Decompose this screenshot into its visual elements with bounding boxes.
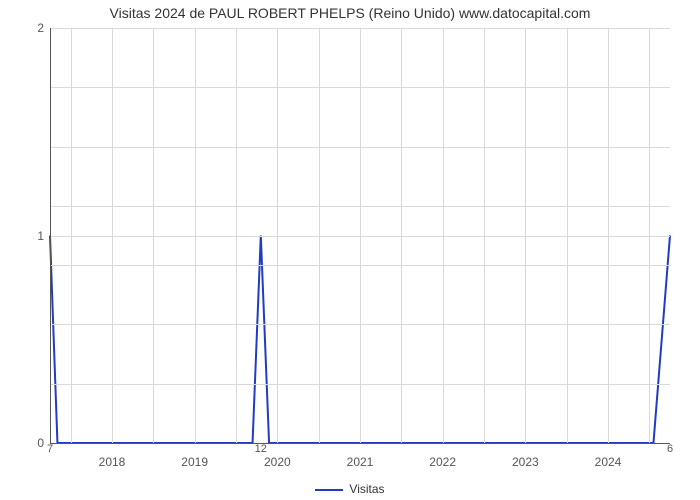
grid-line-horizontal	[50, 206, 670, 207]
legend-label: Visitas	[349, 482, 384, 496]
grid-line-horizontal	[50, 384, 670, 385]
grid-line-horizontal	[50, 265, 670, 266]
x-axis-line	[50, 443, 670, 444]
grid-line-horizontal	[50, 28, 670, 29]
x-tick-label: 2022	[429, 455, 456, 469]
y-axis-line	[50, 28, 51, 443]
grid-line-horizontal	[50, 147, 670, 148]
data-point-label: 12	[255, 443, 267, 455]
data-point-label: 7	[47, 443, 53, 455]
grid-line-horizontal	[50, 324, 670, 325]
x-tick-label: 2020	[264, 455, 291, 469]
x-tick-label: 2023	[512, 455, 539, 469]
grid-line-horizontal	[50, 236, 670, 237]
y-tick-label: 1	[37, 229, 44, 243]
x-tick-label: 2019	[181, 455, 208, 469]
x-tick-label: 2024	[595, 455, 622, 469]
chart-title: Visitas 2024 de PAUL ROBERT PHELPS (Rein…	[0, 5, 700, 21]
y-tick-label: 2	[37, 21, 44, 35]
plot-area: 01220182019202020212022202320247126	[50, 28, 670, 443]
data-point-label: 6	[667, 443, 673, 455]
chart-container: Visitas 2024 de PAUL ROBERT PHELPS (Rein…	[0, 0, 700, 500]
y-tick-label: 0	[37, 436, 44, 450]
legend: Visitas	[0, 482, 700, 496]
legend-swatch	[315, 489, 343, 491]
x-tick-label: 2021	[347, 455, 374, 469]
grid-line-horizontal	[50, 87, 670, 88]
x-tick-label: 2018	[99, 455, 126, 469]
